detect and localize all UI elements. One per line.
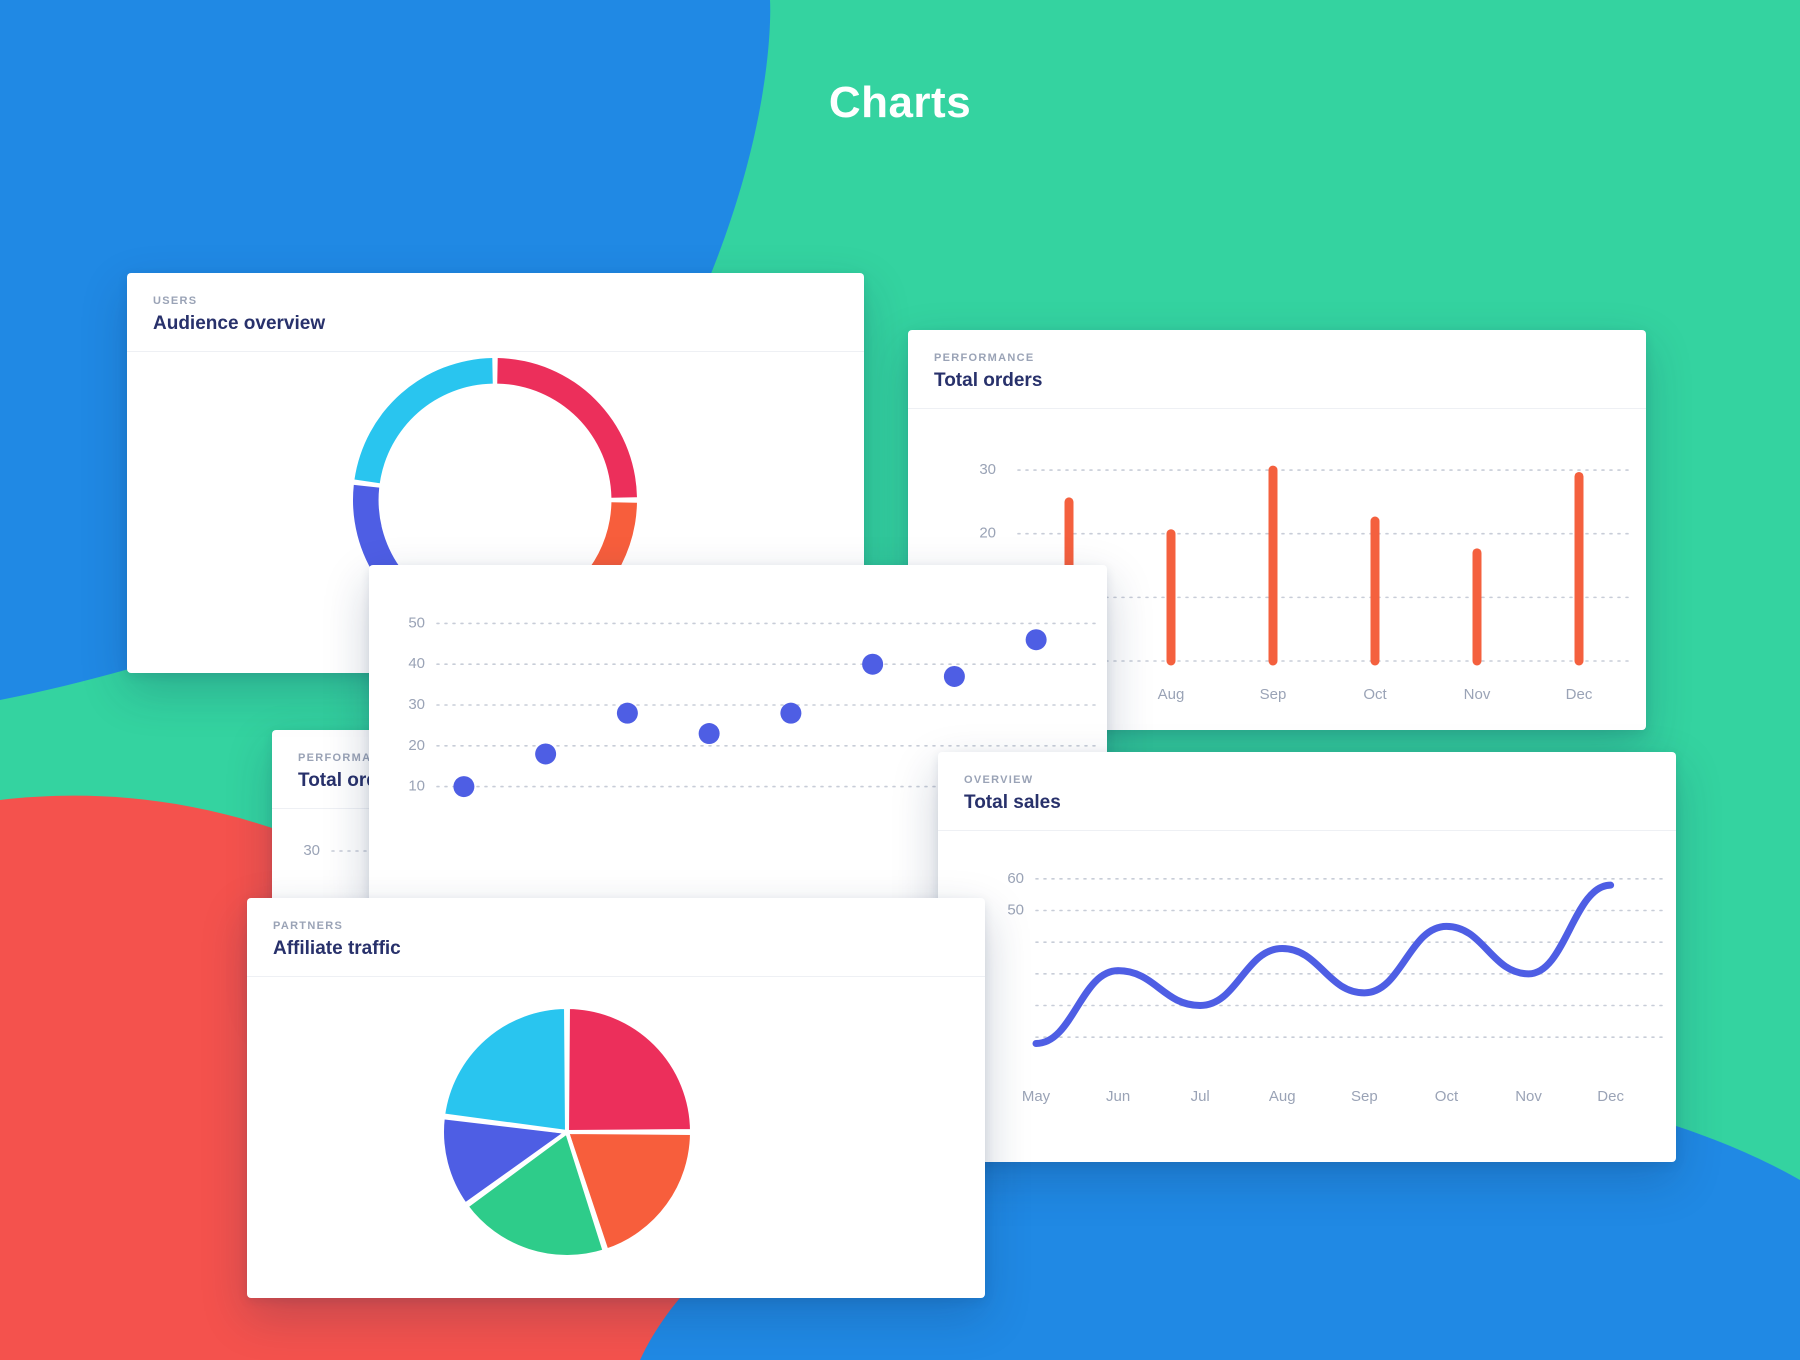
- axis-tick-x: Nov: [1515, 1088, 1542, 1105]
- scatter-point[interactable]: [943, 665, 965, 687]
- card-eyebrow: PERFORMANCE: [934, 352, 1035, 364]
- scatter-point[interactable]: [780, 702, 802, 724]
- axis-tick-x: Jun: [1106, 1088, 1130, 1105]
- card-eyebrow: OVERVIEW: [964, 774, 1034, 786]
- axis-tick-x: Dec: [1566, 686, 1593, 703]
- pie-slice[interactable]: [354, 358, 493, 484]
- axis-tick: 60: [1007, 870, 1024, 887]
- scatter-point[interactable]: [1025, 629, 1047, 651]
- scatter-chart[interactable]: 10 20 30 40 50: [369, 565, 1107, 905]
- axis-tick-x: Sep: [1351, 1088, 1378, 1105]
- card-header: PERFORMANCE Total orders: [908, 330, 1646, 409]
- card-body: 30: [272, 809, 742, 979]
- axis-tick: 30: [303, 842, 320, 859]
- card-header: USERS Audience overview: [127, 273, 864, 352]
- axis-tick-x: May: [1022, 1088, 1051, 1105]
- card-affiliate-traffic[interactable]: PARTNERS Affiliate traffic: [247, 898, 985, 1298]
- page-title: Charts: [828, 78, 972, 127]
- pie-slice[interactable]: [497, 358, 637, 498]
- card-eyebrow: PARTNERS: [273, 920, 344, 932]
- card-eyebrow: USERS: [153, 295, 198, 307]
- scatter-point[interactable]: [535, 743, 557, 765]
- card-header: PARTNERS Affiliate traffic: [247, 898, 985, 977]
- axis-tick-x: Nov: [1464, 686, 1491, 703]
- scatter-point[interactable]: [862, 653, 884, 675]
- card-body: [247, 977, 985, 1295]
- axis-tick: 30: [408, 696, 425, 713]
- scatter-point[interactable]: [453, 776, 475, 798]
- bar-chart-secondary[interactable]: 30: [272, 809, 742, 979]
- card-title: Total orders: [934, 370, 1043, 391]
- axis-tick: 40: [408, 655, 425, 672]
- axis-tick-x: Aug: [1158, 686, 1185, 703]
- scatter-point[interactable]: [616, 702, 638, 724]
- card-title: Audience overview: [153, 313, 326, 334]
- axis-tick: 50: [1007, 901, 1024, 918]
- axis-tick-x: Oct: [1363, 686, 1387, 703]
- line-chart[interactable]: 50 60 May Jun Jul Aug Sep Oct Nov Dec: [938, 831, 1676, 1159]
- scatter-point[interactable]: [698, 723, 720, 745]
- axis-tick: 20: [408, 737, 425, 754]
- pie-slice[interactable]: [353, 484, 400, 582]
- axis-tick: 50: [408, 614, 425, 631]
- card-body: 10 20 30 40 50: [369, 565, 1107, 905]
- axis-tick-x: Dec: [1597, 1088, 1624, 1105]
- pie-slice[interactable]: [440, 1115, 573, 1208]
- pie-slice[interactable]: [564, 1004, 695, 1135]
- axis-tick: 10: [408, 778, 425, 795]
- line-series[interactable]: [1032, 881, 1615, 1047]
- axis-tick-x: Aug: [1269, 1088, 1296, 1105]
- axis-tick-x: Jul: [1191, 1088, 1210, 1105]
- card-title: Total sales: [964, 792, 1061, 813]
- card-total-sales[interactable]: OVERVIEW Total sales 50 60 May Jun Jul Aug Sep…: [938, 752, 1676, 1162]
- axis-tick-x: Sep: [1260, 686, 1287, 703]
- pie-slice[interactable]: [440, 1004, 570, 1135]
- pie-slice[interactable]: [564, 1129, 695, 1254]
- card-body: 50 60 May Jun Jul Aug Sep Oct Nov Dec: [938, 831, 1676, 1159]
- axis-tick: 30: [979, 461, 996, 478]
- card-header: OVERVIEW Total sales: [938, 752, 1676, 831]
- pie-chart[interactable]: [247, 977, 985, 1295]
- pie-slice[interactable]: [463, 1128, 608, 1259]
- card-title: Affiliate traffic: [273, 938, 401, 959]
- axis-tick: 20: [979, 525, 996, 542]
- axis-tick-x: Oct: [1435, 1088, 1459, 1105]
